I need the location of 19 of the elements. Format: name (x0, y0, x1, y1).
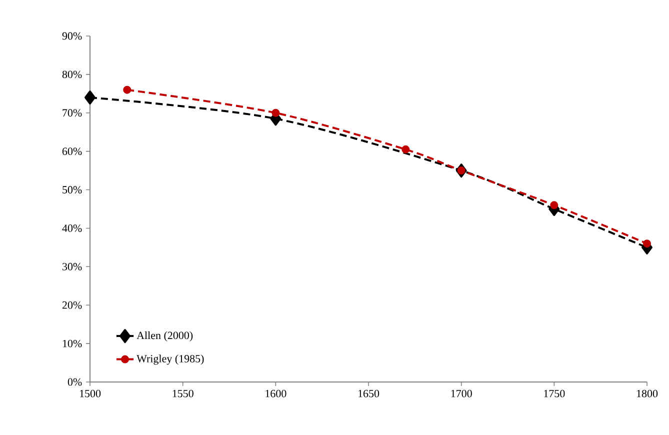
legend-label: Allen (2000) (136, 331, 193, 342)
x-tick-label: 1550 (172, 390, 194, 398)
y-tick-label: 50% (62, 186, 82, 194)
x-tick-label: 1700 (451, 390, 472, 398)
x-tick-label: 1500 (80, 390, 101, 398)
y-tick-label: 10% (62, 340, 82, 348)
y-tick-label: 20% (62, 301, 82, 309)
x-tick-label: 1750 (544, 390, 565, 398)
x-tick-label: 1800 (636, 390, 658, 398)
y-tick-label: 80% (62, 70, 82, 78)
y-tick-label: 70% (62, 109, 82, 117)
x-tick-label: 1650 (358, 390, 380, 398)
y-tick-label: 90% (62, 32, 82, 40)
y-tick-label: 60% (62, 148, 82, 156)
y-tick-label: 0% (68, 378, 82, 386)
x-tick-label: 1600 (266, 390, 286, 398)
y-tick-label: 40% (62, 224, 82, 232)
legend-label: Wrigley (1985) (136, 354, 204, 365)
y-tick-label: 30% (62, 262, 82, 270)
